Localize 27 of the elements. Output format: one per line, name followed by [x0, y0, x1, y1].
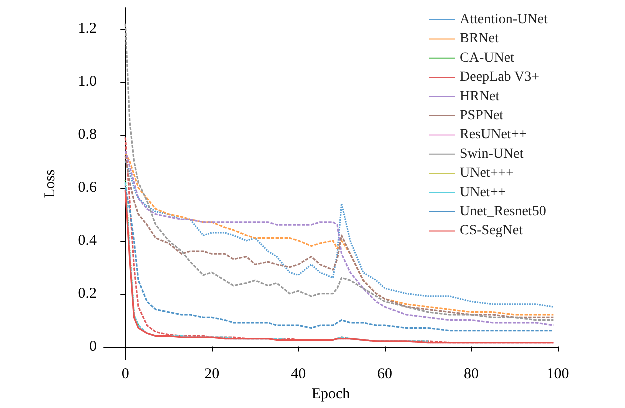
- y-tick-label: 0.2: [78, 286, 97, 302]
- x-tick-label: 20: [204, 366, 220, 382]
- y-tick-label: 1.0: [78, 74, 97, 90]
- legend-label: PSPNet: [460, 108, 504, 124]
- y-tick-label: 1.2: [78, 21, 97, 38]
- y-tick-label: 0.4: [78, 232, 98, 249]
- legend-label: ResUNet++: [460, 128, 528, 143]
- legend-label: DeepLab V3+: [460, 70, 540, 86]
- legend-label: Unet_Resnet50: [460, 204, 546, 220]
- y-tick-label: 0.8: [78, 127, 97, 144]
- legend-label: CA-UNet: [460, 50, 515, 66]
- y-tick-label: 0.6: [78, 180, 98, 196]
- legend-label: UNet++: [460, 185, 506, 200]
- legend-label: BRNet: [460, 32, 499, 47]
- x-tick-label: 0: [122, 366, 130, 382]
- x-axis-title: Epoch: [312, 386, 351, 402]
- legend-label: CS-SegNet: [460, 224, 524, 239]
- legend-label: UNet+++: [460, 166, 514, 182]
- legend-label: Attention-UNet: [460, 12, 548, 28]
- y-axis-title: Loss: [42, 170, 58, 198]
- legend-label: HRNet: [460, 89, 500, 104]
- x-tick-label: 40: [291, 366, 306, 382]
- legend-label: Swin-UNet: [460, 146, 524, 162]
- x-tick-label: 100: [546, 366, 570, 382]
- x-tick-label: 80: [464, 366, 480, 382]
- x-tick-label: 60: [378, 366, 393, 382]
- y-tick-label: 0: [90, 338, 97, 355]
